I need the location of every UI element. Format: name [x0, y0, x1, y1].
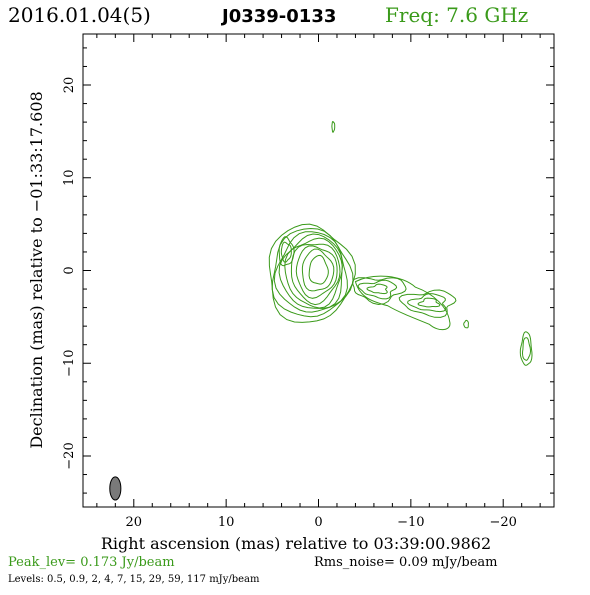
y-tick-label: 0	[62, 266, 77, 274]
axis-ticks	[83, 34, 554, 507]
x-tick-label: −10	[397, 515, 424, 530]
source-name: J0339-0133	[220, 6, 336, 27]
jet-envelope-contour	[354, 275, 451, 331]
contour-layer	[109, 121, 533, 501]
y-tick-label: 10	[62, 169, 77, 186]
y-tick-label: 20	[62, 77, 77, 94]
y-tick-label: −20	[62, 442, 77, 469]
plot-frame	[82, 33, 555, 508]
outer-knot-contour	[521, 337, 532, 361]
core-contour	[301, 248, 335, 292]
east-blob-contour	[278, 236, 295, 267]
observation-date: 2016.01.04(5)	[8, 3, 151, 27]
small-knot-contour	[463, 319, 469, 329]
east-blob-contour	[280, 241, 292, 263]
x-axis-label: Right ascension (mas) relative to 03:39:…	[101, 534, 491, 553]
tick-labels: 20 10 0 −10 −20 20 10 0 −10 −20	[62, 77, 517, 530]
core-contour	[308, 254, 329, 285]
north-knot-contour	[331, 121, 336, 133]
jet-knot-1-contour	[357, 279, 398, 300]
restoring-beam	[109, 476, 122, 501]
y-tick-label: −10	[62, 350, 77, 377]
y-axis-label: Declination (mas) relative to −01:33:17.…	[27, 91, 46, 448]
core-contour	[268, 223, 356, 323]
x-tick-label: 0	[314, 515, 322, 530]
frequency-label: Freq: 7.6 GHz	[385, 3, 528, 27]
jet-knot-1-contour	[351, 277, 407, 306]
contour-levels: Levels: 0.5, 0.9, 2, 4, 7, 15, 29, 59, 1…	[8, 574, 260, 585]
jet-knot-2-contour	[398, 289, 457, 318]
peak-level: Peak_lev= 0.173 Jy/beam	[8, 555, 175, 570]
outer-knot-contour	[519, 331, 533, 366]
x-tick-label: −20	[489, 515, 516, 530]
rms-noise: Rms_noise= 0.09 mJy/beam	[314, 555, 497, 570]
x-tick-label: 10	[218, 515, 235, 530]
jet-knot-2-contour	[407, 293, 447, 313]
x-tick-label: 20	[126, 515, 143, 530]
core-contour	[284, 237, 343, 309]
core-contour	[273, 231, 348, 313]
core-contour	[295, 245, 338, 299]
jet-knot-1-contour	[366, 283, 388, 295]
jet-knot-2-contour	[417, 297, 441, 308]
core-contour	[290, 243, 341, 306]
